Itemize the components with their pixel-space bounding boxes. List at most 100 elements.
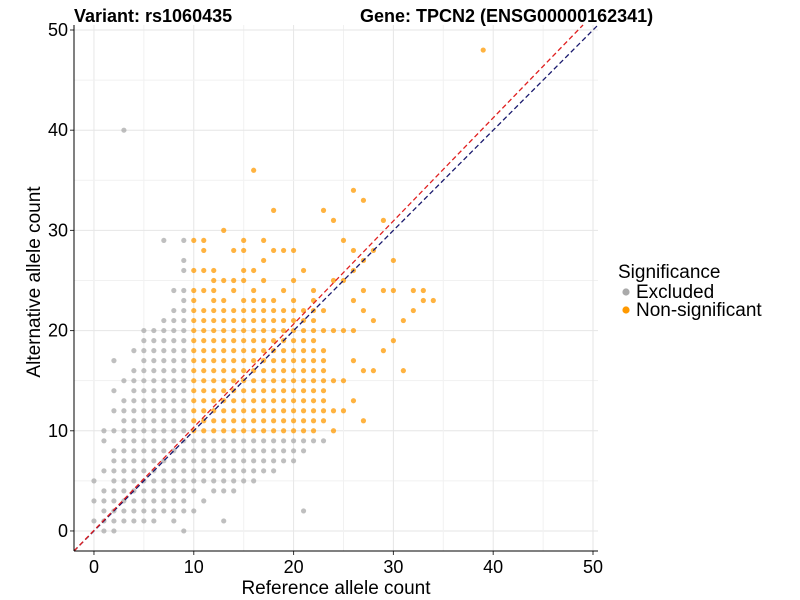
data-point [221, 338, 227, 344]
data-point [171, 498, 177, 504]
data-point [320, 388, 327, 394]
data-point [151, 348, 157, 354]
data-point [300, 448, 307, 454]
data-point [290, 348, 297, 354]
data-point [181, 398, 187, 404]
data-point [181, 528, 187, 534]
data-point [211, 488, 217, 494]
data-point [121, 378, 127, 384]
legend-label: Non-significant [636, 300, 762, 321]
data-point [261, 368, 267, 374]
data-point [131, 348, 137, 354]
data-point [221, 358, 227, 364]
data-point [211, 267, 217, 274]
data-point [271, 247, 277, 254]
x-tick-label: 10 [184, 557, 204, 577]
data-point [201, 358, 207, 364]
data-point [211, 378, 217, 384]
data-point [201, 307, 207, 314]
data-point [281, 358, 287, 364]
data-point [310, 428, 317, 434]
data-point [290, 398, 297, 404]
data-point [340, 378, 347, 384]
data-point [261, 317, 267, 324]
data-point [281, 317, 287, 324]
data-point [171, 378, 177, 384]
data-point [201, 388, 207, 394]
data-point [141, 518, 147, 524]
data-point [161, 317, 167, 324]
x-axis-ticks: 0 10 20 30 40 50 [89, 551, 603, 577]
data-point [231, 338, 237, 344]
data-point [191, 348, 197, 354]
data-point [111, 358, 117, 364]
data-point [310, 398, 317, 404]
data-point [241, 267, 247, 274]
data-point [320, 398, 327, 404]
y-tick-label: 40 [48, 120, 68, 140]
data-point [271, 307, 277, 314]
data-point [171, 358, 177, 364]
data-point [181, 388, 187, 394]
data-point [211, 478, 217, 484]
data-point [131, 498, 137, 504]
data-point [221, 327, 227, 334]
data-point [241, 338, 247, 344]
data-point [271, 327, 277, 334]
data-point [191, 338, 197, 344]
data-point [271, 378, 277, 384]
data-point [101, 528, 107, 534]
data-point [310, 438, 317, 444]
data-point [141, 438, 147, 444]
data-point [281, 418, 287, 424]
data-point [191, 237, 197, 244]
data-point [370, 317, 377, 324]
data-point [151, 378, 157, 384]
title-variant: Variant: rs1060435 [74, 6, 232, 26]
data-point [161, 368, 167, 374]
data-point [171, 518, 177, 524]
data-point [251, 327, 257, 334]
data-point [290, 418, 297, 424]
data-point [261, 438, 267, 444]
y-axis-ticks: 0 10 20 30 40 50 [48, 20, 74, 541]
data-point [121, 408, 127, 414]
data-point [161, 388, 167, 394]
data-point [221, 468, 227, 474]
data-point [231, 488, 237, 494]
y-tick-label: 20 [48, 321, 68, 341]
data-point [340, 237, 347, 244]
data-point [171, 408, 177, 414]
data-point [191, 408, 197, 414]
data-point [231, 287, 237, 294]
data-point [181, 368, 187, 374]
data-point [191, 478, 197, 484]
data-point [261, 237, 267, 244]
data-point [261, 348, 267, 354]
data-point [251, 348, 257, 354]
data-point [241, 478, 247, 484]
data-point [231, 358, 237, 364]
data-point [111, 408, 117, 414]
data-point [261, 297, 267, 304]
data-point [111, 388, 117, 394]
data-point [241, 408, 247, 414]
data-point [241, 428, 247, 434]
x-tick-label: 40 [483, 557, 503, 577]
data-point [231, 478, 237, 484]
data-point [410, 287, 416, 294]
data-point [151, 368, 157, 374]
data-point [191, 488, 197, 494]
data-point [191, 317, 197, 324]
data-point [480, 47, 486, 53]
data-point [191, 418, 197, 424]
data-point [151, 338, 157, 344]
data-point [181, 408, 187, 414]
data-point [400, 368, 406, 374]
data-point [320, 378, 327, 384]
data-point [211, 297, 217, 304]
data-point [131, 408, 137, 414]
data-point [211, 388, 217, 394]
data-point [271, 207, 277, 213]
y-tick-label: 10 [48, 421, 68, 441]
